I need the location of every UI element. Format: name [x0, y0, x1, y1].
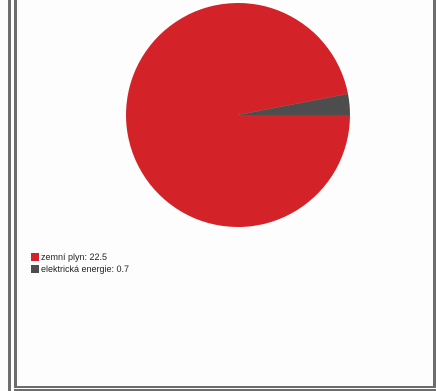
- legend: zemní plyn: 22.5 elektrická energie: 0.7: [31, 251, 129, 275]
- pie-slice-elektricka-energie: [238, 93, 350, 115]
- panel-bottom-border: [14, 386, 436, 391]
- legend-item-zemni-plyn: zemní plyn: 22.5: [31, 251, 129, 263]
- legend-label-zemni-plyn: zemní plyn: 22.5: [41, 252, 108, 262]
- pie-slices: [126, 3, 350, 228]
- panel-left-border: [8, 0, 17, 391]
- legend-swatch-zemni-plyn: [31, 253, 39, 261]
- legend-swatch-elektricka-energie: [31, 265, 39, 273]
- legend-item-elektricka-energie: elektrická energie: 0.7: [31, 263, 129, 275]
- legend-label-elektricka-energie: elektrická energie: 0.7: [41, 264, 130, 274]
- pie-slice-zemni-plyn: [126, 3, 350, 228]
- panel-right-border: [433, 0, 436, 391]
